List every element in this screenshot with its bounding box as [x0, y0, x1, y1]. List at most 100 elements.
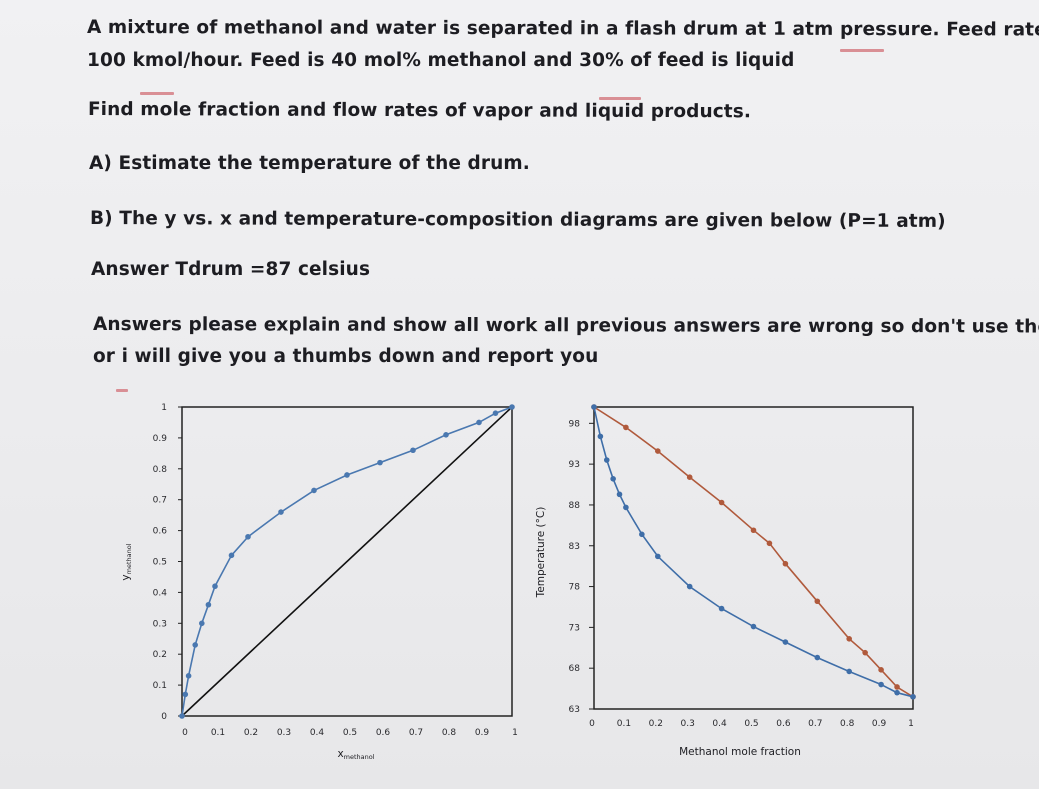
y-tick-label: 0.2	[153, 650, 167, 660]
dew-curve-point	[862, 649, 868, 656]
dew-curve-point	[686, 474, 693, 480]
equilibrium-curve-line	[181, 406, 513, 717]
diagonal-line	[181, 406, 513, 717]
y-tick-label: 0.1	[153, 681, 167, 691]
x-tick-label: 1	[512, 728, 518, 738]
equilibrium-curve-point	[344, 472, 350, 478]
dew-curve-point	[894, 684, 900, 690]
equilibrium-curve-point	[185, 673, 192, 679]
x-tick-label: 0.3	[277, 728, 291, 738]
dew-curve-point	[623, 424, 629, 431]
y-tick-label: 88	[569, 501, 581, 511]
equilibrium-curve-point	[377, 459, 383, 466]
bubble-curve-point	[814, 654, 821, 661]
x-tick-label: 0.9	[872, 719, 887, 729]
x-tick-label: 0.7	[409, 728, 423, 738]
bubble-curve-point	[910, 693, 916, 700]
pen-mark	[140, 92, 174, 95]
bubble-curve-point	[603, 457, 610, 463]
x-tick-label: 0.8	[442, 728, 457, 738]
dew-curve-point	[814, 598, 821, 605]
x-tick-label: 0	[182, 728, 188, 738]
y-axis-title: ymethanol	[120, 543, 133, 580]
x-tick-label: 0.1	[211, 728, 225, 738]
y-tick-label: 0.9	[153, 434, 168, 444]
bubble-curve-point	[591, 404, 597, 410]
y-tick-label: 98	[569, 419, 581, 429]
request-line-2: or i will give you a thumbs down and rep…	[93, 346, 599, 367]
dew-curve-point	[750, 527, 757, 534]
y-tick-label: 0	[161, 712, 167, 722]
equilibrium-curve-point	[192, 642, 198, 648]
x-tick-label: 0.1	[617, 719, 631, 729]
x-tick-label: 0.6	[376, 728, 391, 738]
dew-curve-point	[878, 667, 884, 673]
equilibrium-curve-point	[182, 691, 189, 698]
x-axis-title: Methanol mole fraction	[679, 746, 801, 758]
x-tick-label: 0.2	[649, 719, 663, 729]
bubble-curve-point	[894, 689, 900, 696]
bubble-curve-point	[616, 491, 623, 498]
y-tick-label: 0.3	[153, 619, 167, 629]
equilibrium-curve-point	[199, 620, 205, 627]
dew-curve-point	[846, 636, 852, 642]
pen-mark	[840, 49, 884, 52]
y-tick-label: 0.4	[153, 588, 168, 598]
equilibrium-curve-point	[509, 404, 515, 410]
y-tick-label: 63	[569, 705, 580, 715]
bubble-curve-point	[597, 433, 604, 440]
equilibrium-curve-point	[443, 432, 449, 438]
x-tick-label: 0.2	[244, 728, 258, 738]
x-tick-label: 1	[908, 719, 914, 729]
equilibrium-curve-point	[205, 601, 212, 608]
x-tick-label: 0.4	[712, 719, 727, 729]
question-a: A) Estimate the temperature of the drum.	[89, 153, 530, 174]
y-tick-label: 0.8	[153, 465, 168, 475]
y-tick-label: 93	[569, 460, 580, 470]
x-tick-label: 0.4	[310, 728, 325, 738]
bubble-curve-point	[686, 583, 693, 590]
dew-curve-point	[766, 540, 773, 547]
equilibrium-curve-point	[212, 583, 218, 590]
equilibrium-curve-point	[492, 410, 499, 416]
x-tick-label: 0.5	[343, 728, 357, 738]
y-tick-label: 0.7	[153, 496, 167, 506]
bubble-curve-point	[639, 531, 645, 538]
y-axis-title: Temperature (°C)	[535, 507, 547, 599]
y-tick-label: 83	[569, 542, 580, 552]
bubble-curve-point	[750, 623, 757, 630]
equilibrium-curve-point	[245, 533, 251, 540]
equilibrium-curve-point	[311, 487, 317, 494]
dew-curve-point	[782, 560, 789, 567]
y-tick-label: 0.5	[153, 558, 167, 568]
equilibrium-curve-point	[278, 509, 284, 515]
equilibrium-curve-point	[179, 713, 185, 719]
x-tick-label: 0.8	[840, 719, 855, 729]
x-tick-label: 0.6	[776, 719, 791, 729]
x-tick-label: 0	[589, 719, 595, 729]
equilibrium-curve-point	[476, 419, 482, 426]
y-tick-label: 78	[569, 583, 581, 593]
plot-frame	[593, 406, 914, 710]
problem-line-2: 100 kmol/hour. Feed is 40 mol% methanol …	[87, 50, 795, 71]
x-tick-label: 0.5	[744, 719, 758, 729]
y-tick-label: 68	[569, 664, 581, 674]
bubble-curve-point	[846, 668, 852, 675]
x-axis-title: xmethanol	[337, 748, 374, 761]
x-tick-label: 0.3	[681, 719, 695, 729]
dew-curve-line	[593, 406, 914, 698]
pen-mark	[599, 97, 641, 100]
bubble-curve-point	[655, 553, 661, 560]
equilibrium-curve-point	[410, 447, 416, 454]
bubble-curve-point	[878, 681, 884, 688]
bubble-curve-point	[782, 639, 789, 645]
y-tick-label: 1	[161, 403, 167, 413]
x-tick-label: 0.9	[475, 728, 490, 738]
given-answer: Answer Tdrum =87 celsius	[91, 259, 371, 280]
bubble-curve-point	[623, 504, 629, 511]
y-tick-label: 73	[569, 623, 580, 633]
y-tick-label: 0.6	[153, 527, 168, 537]
x-tick-label: 0.7	[808, 719, 822, 729]
